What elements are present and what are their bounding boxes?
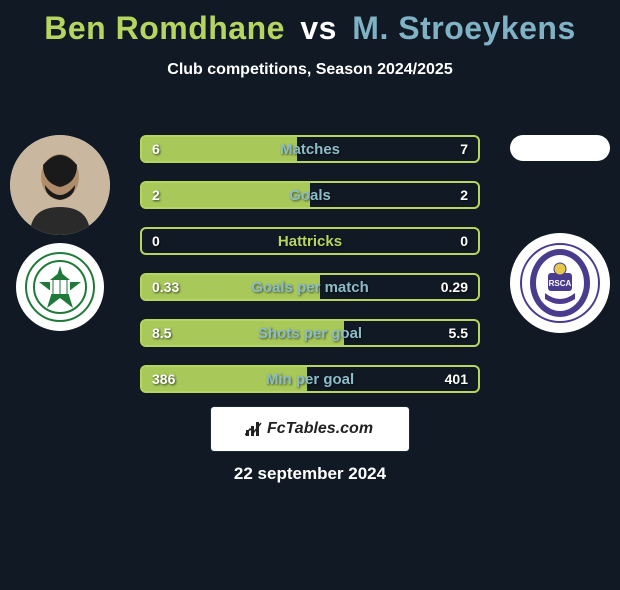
stat-row: 22Goals (140, 181, 480, 209)
stat-row: 0 0Hattricks (140, 227, 480, 255)
stat-row: 0.330.29Goals per match (140, 273, 480, 301)
right-avatars: RSCA (510, 135, 610, 333)
player2-name: M. Stroeykens (352, 10, 575, 46)
stat-value-right: 7 (460, 141, 468, 157)
stat-fill (142, 321, 344, 345)
club2-badge: RSCA (510, 233, 610, 333)
player1-avatar (10, 135, 110, 235)
fctables-logo: FcTables.com (210, 406, 410, 452)
stat-fill (142, 183, 310, 207)
stat-value-right: 5.5 (449, 325, 468, 341)
club-crest-icon (25, 252, 95, 322)
stat-fill (142, 137, 297, 161)
stat-row: 8.55.5Shots per goal (140, 319, 480, 347)
person-silhouette-icon (10, 135, 110, 235)
club-crest-icon: RSCA (520, 243, 600, 323)
club1-badge (16, 243, 104, 331)
stat-row: 67Matches (140, 135, 480, 163)
stat-value-right: 0.29 (441, 279, 468, 295)
stat-value-right: 0 (460, 233, 468, 249)
stat-fill (142, 275, 320, 299)
stat-label: Hattricks (142, 233, 478, 250)
left-avatars (10, 135, 110, 331)
svg-text:RSCA: RSCA (549, 279, 572, 288)
subtitle: Club competitions, Season 2024/2025 (0, 61, 620, 79)
comparison-title: Ben Romdhane vs M. Stroeykens (0, 10, 620, 47)
stat-row: 386401Min per goal (140, 365, 480, 393)
stat-fill (142, 367, 307, 391)
logo-text: FcTables.com (267, 420, 373, 438)
player1-name: Ben Romdhane (44, 10, 285, 46)
stat-value-left: 0 (152, 233, 160, 249)
stat-value-right: 2 (460, 187, 468, 203)
stats-bars: 67Matches 22Goals 0 0Hattricks 0.330.29Goals… (140, 135, 480, 393)
stat-value-right: 401 (445, 371, 468, 387)
player2-avatar (510, 135, 610, 161)
vs-text: vs (300, 10, 337, 46)
chart-icon (245, 420, 263, 438)
date-text: 22 september 2024 (0, 464, 620, 484)
